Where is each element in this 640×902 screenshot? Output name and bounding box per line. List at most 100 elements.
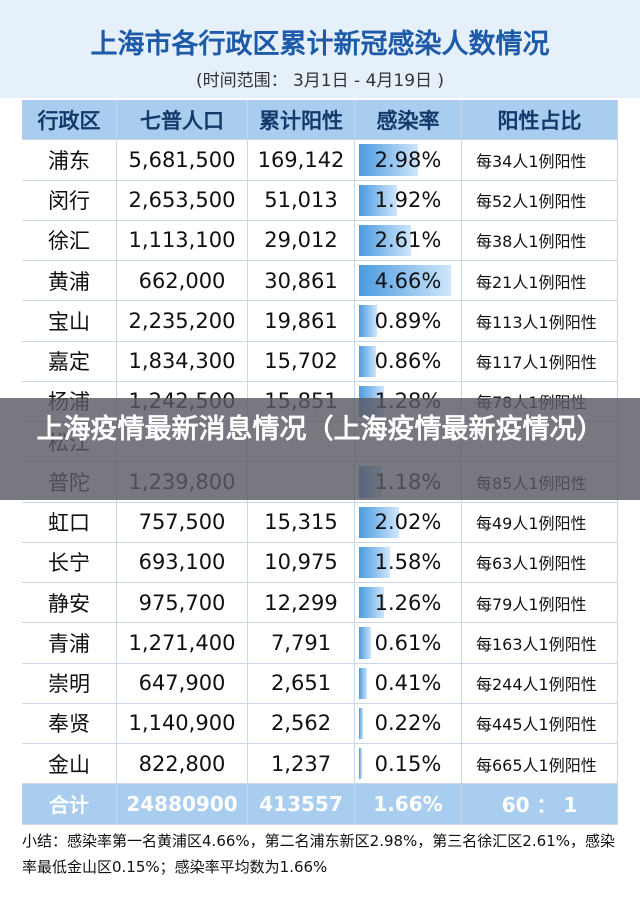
cell: 每113人1例阳性: [462, 301, 618, 342]
rate-text: 2.61%: [374, 228, 442, 253]
cell: 2,235,200: [117, 301, 248, 342]
subtitle: (时间范围： 3月1日 - 4月19日 ): [195, 71, 445, 91]
total-cell: 1.66%: [355, 784, 462, 825]
cell: 每117人1例阳性: [462, 341, 618, 382]
cell: 693,100: [117, 542, 248, 583]
rate-text: 4.66%: [374, 268, 442, 293]
cell: 2.61%: [355, 220, 462, 261]
cell: 2,562: [248, 703, 355, 744]
cell: 每445人1例阳性: [462, 703, 618, 744]
cell: 15,315: [248, 502, 355, 543]
cell: 5,681,500: [117, 140, 248, 181]
cell: 10,975: [248, 542, 355, 583]
cell: 29,012: [248, 220, 355, 261]
rate-text: 0.15%: [374, 751, 442, 776]
cell: 每34人1例阳性: [462, 140, 618, 181]
cell: 0.86%: [355, 341, 462, 382]
cell: 每21人1例阳性: [462, 261, 618, 302]
cell: 每38人1例阳性: [462, 220, 618, 261]
summary: 小结：感染率第一名黄浦区4.66%，第二名浦东新区2.98%，第三名徐汇区2.6…: [22, 832, 615, 876]
cell: 2,651: [248, 663, 355, 704]
cell: 1,113,100: [117, 220, 248, 261]
cell: 静安: [22, 583, 117, 624]
header-cell: 累计阳性: [248, 100, 355, 141]
rate-bar: [359, 224, 411, 256]
cell: 51,013: [248, 180, 355, 221]
cell: 1,237: [248, 744, 355, 785]
total-cell: 60 ： 1: [462, 784, 618, 825]
header-cell: 七普人口: [117, 100, 248, 141]
cell: 0.15%: [355, 744, 462, 785]
cell: 19,861: [248, 301, 355, 342]
cell: 每163人1例阳性: [462, 623, 618, 664]
rate-bar: [359, 144, 418, 176]
cell: 4.66%: [355, 261, 462, 302]
cell: 闵行: [22, 180, 117, 221]
rate-bar: [359, 305, 377, 337]
cell: 崇明: [22, 663, 117, 704]
rate-text: 0.86%: [374, 349, 442, 374]
cell: 1.26%: [355, 583, 462, 624]
cell: 7,791: [248, 623, 355, 664]
cell: 2.02%: [355, 502, 462, 543]
cell: 0.61%: [355, 623, 462, 664]
rate-text: 1.92%: [374, 188, 442, 213]
cell: 每79人1例阳性: [462, 583, 618, 624]
cell: 15,702: [248, 341, 355, 382]
header-cell: 行政区: [22, 100, 117, 141]
total-cell: 24880900: [117, 784, 248, 825]
cell: 647,900: [117, 663, 248, 704]
title-box: [0, 0, 640, 98]
cell: 虹口: [22, 502, 117, 543]
cell: 2.98%: [355, 140, 462, 181]
rate-text: 0.61%: [374, 630, 442, 655]
cell: 黄浦: [22, 261, 117, 302]
cell: 975,700: [117, 583, 248, 624]
cell: 1,834,300: [117, 341, 248, 382]
cell: 嘉定: [22, 341, 117, 382]
rate-bar: [359, 506, 399, 538]
cell: 宝山: [22, 301, 117, 342]
rate-bar: [359, 587, 384, 619]
cell: 169,142: [248, 140, 355, 181]
cell: 12,299: [248, 583, 355, 624]
cell: 青浦: [22, 623, 117, 664]
cell: 30,861: [248, 261, 355, 302]
cell: 0.89%: [355, 301, 462, 342]
rate-bar: [359, 707, 364, 739]
cell: 长宁: [22, 542, 117, 583]
rate-text: 1.26%: [374, 590, 442, 615]
cell: 822,800: [117, 744, 248, 785]
header-cell: 感染率: [355, 100, 462, 141]
rate-text: 2.98%: [374, 147, 442, 172]
cell: 浦东: [22, 140, 117, 181]
cell: 金山: [22, 744, 117, 785]
cell: 757,500: [117, 502, 248, 543]
cell: 1.92%: [355, 180, 462, 221]
cell: 1.58%: [355, 542, 462, 583]
cell: 1,140,900: [117, 703, 248, 744]
rate-bar: [359, 667, 368, 699]
banner: 上海疫情最新消息情况（上海疫情最新疫情况）: [0, 398, 640, 500]
rate-bar: [359, 184, 398, 216]
cell: 1,271,400: [117, 623, 248, 664]
cell: 2,653,500: [117, 180, 248, 221]
rate-bar: [359, 345, 377, 377]
rate-text: 0.41%: [374, 671, 442, 696]
cell: 每665人1例阳性: [462, 744, 618, 785]
rate-text: 0.89%: [374, 308, 442, 333]
cell: 0.22%: [355, 703, 462, 744]
total-cell: 413557: [248, 784, 355, 825]
rate-text: 1.58%: [374, 550, 442, 575]
rate-text: 2.02%: [374, 510, 442, 535]
cell: 0.41%: [355, 663, 462, 704]
cell: 徐汇: [22, 220, 117, 261]
rate-bar: [359, 748, 362, 780]
cell: 奉贤: [22, 703, 117, 744]
cell: 每63人1例阳性: [462, 542, 618, 583]
rate-text: 0.22%: [374, 711, 442, 736]
cell: 每244人1例阳性: [462, 663, 618, 704]
title: 上海市各行政区累计新冠感染人数情况: [90, 29, 550, 60]
cell: 662,000: [117, 261, 248, 302]
